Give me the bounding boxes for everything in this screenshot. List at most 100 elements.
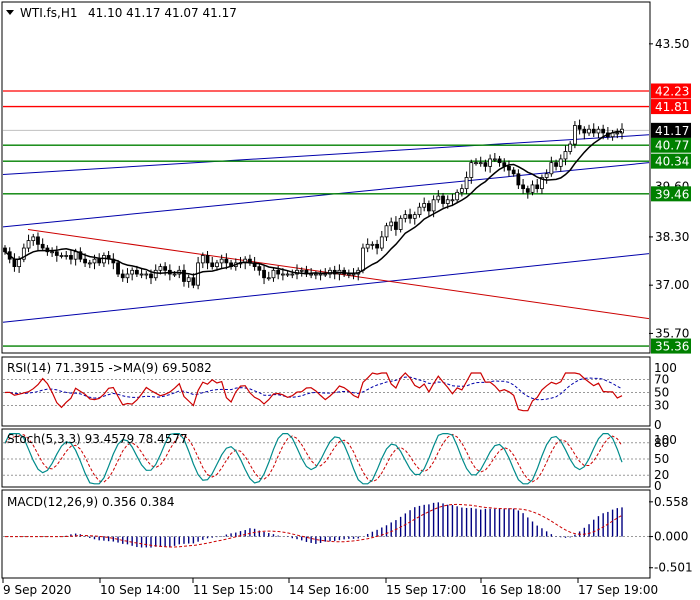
stoch-panel-frame <box>1 428 651 488</box>
candle-body <box>200 255 205 264</box>
candle-body <box>21 247 26 260</box>
candle-body <box>125 273 130 279</box>
stoch-title: Stoch(5,3,3) 93.4579 78.4577 <box>7 432 188 446</box>
rsi-y-tick: 50 <box>654 386 669 400</box>
candle-body <box>596 128 601 134</box>
level-tag-40.77-text: 40.77 <box>655 139 689 153</box>
stoch-y-tick: 20 <box>654 468 669 482</box>
y-tick-label: 37.00 <box>655 278 689 292</box>
stoch-main-line <box>4 433 623 485</box>
candle-body <box>530 184 535 193</box>
candle-body <box>36 236 40 245</box>
y-tick-label: 38.30 <box>655 230 689 244</box>
candle-body <box>3 247 7 253</box>
candle-body <box>134 269 139 275</box>
x-tick-label: 10 Sep 14:00 <box>100 583 180 597</box>
candle-body <box>511 169 516 175</box>
rsi-y-tick: 100 <box>654 361 677 375</box>
candle-body <box>370 243 375 246</box>
menu-triangle-icon[interactable] <box>6 10 14 15</box>
ohlc-label: 41.10 41.17 41.07 41.17 <box>88 6 237 20</box>
candle-body <box>139 273 144 276</box>
candle-body <box>507 165 511 171</box>
candle-body <box>431 199 436 212</box>
candle-body <box>525 188 530 193</box>
x-tick-label: 17 Sep 19:00 <box>578 583 658 597</box>
candle-body <box>379 236 384 249</box>
candle-body <box>215 262 219 268</box>
candle-body <box>422 203 427 208</box>
candle-body <box>149 273 153 279</box>
level-tag-39.46-box <box>651 186 691 202</box>
time-axis: 9 Sep 2020 10 Sep 14:00 11 Sep 15:00 14 Sep… <box>2 578 658 597</box>
candle-body <box>172 273 177 276</box>
candle-body <box>69 255 73 260</box>
candle-body <box>158 266 163 271</box>
candle-body <box>540 177 544 190</box>
candle-body <box>120 273 125 279</box>
candle-body <box>26 240 31 249</box>
symbol-label: WTI.fs,H1 <box>20 6 78 20</box>
channel-upper-line <box>2 162 650 228</box>
candle-body <box>549 162 554 175</box>
candle-body <box>182 269 186 282</box>
candle-body <box>271 269 276 279</box>
candle-body <box>450 199 455 202</box>
candle-body <box>266 277 271 280</box>
candle-body <box>144 273 149 276</box>
candle-body <box>521 184 525 190</box>
y-tick-label: 35.70 <box>655 326 689 340</box>
candle-body <box>568 143 573 152</box>
candle-body <box>153 269 158 279</box>
x-tick-label: 16 Sep 18:00 <box>481 583 561 597</box>
channel-top-line <box>2 134 650 176</box>
macd-y-tick-label: -0.501 <box>654 561 693 575</box>
candle-body <box>346 273 351 276</box>
candle-body <box>97 258 102 264</box>
level-tag-40.34-text: 40.34 <box>655 155 689 169</box>
rsi-y-tick: 30 <box>654 399 669 413</box>
candle-body <box>483 162 488 167</box>
candle-body <box>262 269 266 279</box>
candle-body <box>130 269 135 275</box>
rsi-panel-frame <box>1 356 651 427</box>
candle-body <box>563 151 568 160</box>
level-tag-40.77-box <box>651 137 691 153</box>
rsi-y-tick: 0 <box>654 418 662 432</box>
candle-body <box>186 277 191 282</box>
candle-body <box>587 128 591 134</box>
rsi-signal-line <box>4 376 623 401</box>
candle-body <box>478 162 483 165</box>
x-tick-label: 11 Sep 15:00 <box>193 583 273 597</box>
candle-body <box>361 247 365 271</box>
candle-body <box>17 258 22 268</box>
macd-panel: 0.558 0.000 -0.501 <box>3 495 693 575</box>
candle-body <box>257 266 262 271</box>
candle-body <box>573 125 577 145</box>
moving-average-line <box>4 130 623 276</box>
level-tag-35.36-box <box>651 338 691 354</box>
stoch-y-tick: 0 <box>654 479 662 493</box>
candle-body <box>398 217 403 230</box>
candle-body <box>205 255 210 264</box>
candle-body <box>116 262 120 275</box>
candle-body <box>582 128 587 134</box>
candle-body <box>210 262 215 268</box>
candle-body <box>445 199 450 204</box>
candle-body <box>389 221 394 227</box>
candle-body <box>384 225 389 238</box>
candle-body <box>290 273 295 276</box>
candle-body <box>497 158 502 164</box>
stoch-y-tick: 50 <box>654 452 669 466</box>
candle-body <box>394 221 398 230</box>
level-tag-41.81-text: 41.81 <box>655 100 689 114</box>
candle-body <box>464 177 469 190</box>
candle-body <box>535 184 540 190</box>
candle-body <box>417 206 422 216</box>
candle-body <box>554 162 558 167</box>
candle-body <box>455 191 460 201</box>
candle-body <box>365 243 370 249</box>
macd-y-tick-label: 0.000 <box>654 530 688 544</box>
